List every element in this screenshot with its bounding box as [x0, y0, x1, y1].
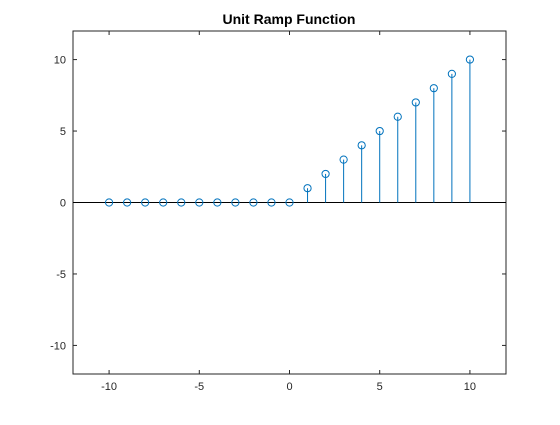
y-tick-label: 5	[60, 126, 66, 138]
x-tick-label: -5	[194, 381, 204, 393]
stem-marker	[195, 198, 204, 207]
x-tick-label: -10	[101, 381, 117, 393]
stem-marker	[303, 184, 312, 193]
stem-series	[104, 55, 475, 207]
stem-marker	[104, 198, 114, 207]
y-tick-label: -5	[56, 269, 66, 281]
stem-marker	[159, 198, 168, 207]
axis-ticks: -10 -5 0 5 10 -10 -5 0 5 10	[50, 31, 506, 393]
stem-marker	[429, 84, 438, 93]
stem-marker	[141, 198, 150, 207]
stem-marker	[213, 198, 222, 207]
stem-marker	[249, 198, 258, 207]
stem-marker	[339, 155, 348, 164]
stem-marker	[123, 198, 132, 207]
stem-marker	[177, 198, 186, 207]
x-tick-label: 10	[464, 381, 476, 393]
y-tick-label: 10	[54, 55, 66, 67]
stem-marker	[465, 55, 475, 64]
stem-marker	[231, 198, 240, 207]
x-tick-label: 5	[377, 381, 383, 393]
y-tick-label: 0	[60, 198, 66, 210]
stem-marker	[285, 198, 294, 207]
stem-marker	[447, 69, 456, 78]
x-tick-label: 0	[286, 381, 292, 393]
stem-marker	[411, 98, 420, 107]
stem-marker	[357, 141, 366, 150]
stem-marker	[375, 126, 384, 136]
y-tick-label: -10	[50, 340, 66, 352]
chart-title: Unit Ramp Function	[223, 11, 356, 27]
stem-marker	[393, 112, 402, 121]
stem-marker	[267, 198, 276, 207]
stem-marker	[321, 169, 330, 179]
